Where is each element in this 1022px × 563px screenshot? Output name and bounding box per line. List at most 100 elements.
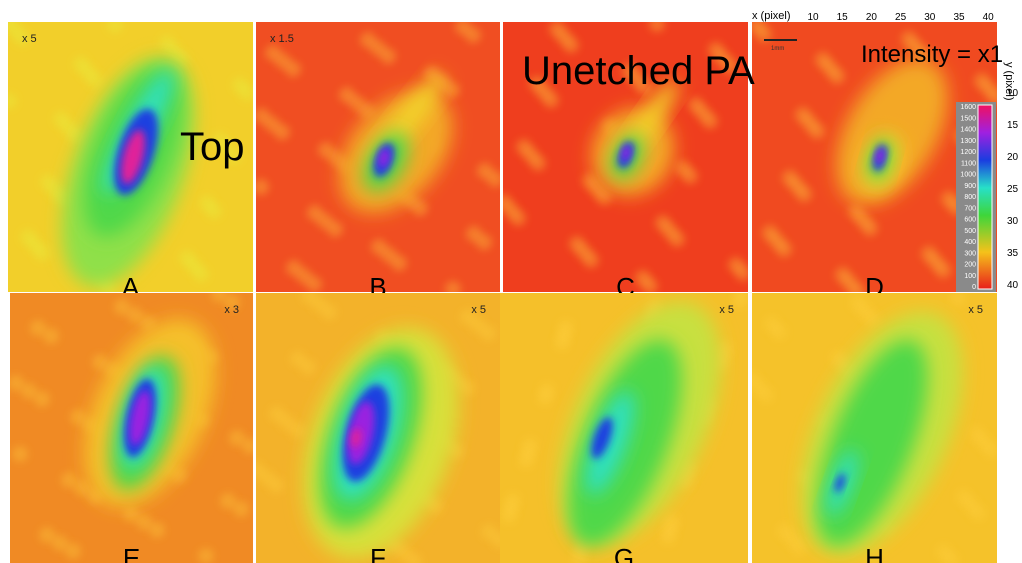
- colorbar-tick-label: 1000: [960, 172, 976, 179]
- x-tick-label: 10: [807, 12, 819, 23]
- noise-speck: [140, 315, 156, 331]
- noise-speck: [8, 93, 17, 109]
- noise-speck: [596, 189, 612, 205]
- noise-speck: [702, 113, 718, 129]
- heatmap-panel: [500, 293, 748, 563]
- noise-speck: [776, 241, 792, 257]
- heatmap-panel: [752, 293, 997, 563]
- noise-speck: [224, 294, 240, 310]
- y-axis-label: y (pixel): [1003, 62, 1015, 101]
- noise-speck: [756, 26, 772, 42]
- y-tick-label: 30: [1007, 216, 1019, 227]
- panel-label: F: [370, 543, 386, 563]
- noise-speck: [242, 438, 253, 454]
- noise-speck: [412, 200, 428, 216]
- noise-speck: [459, 380, 475, 396]
- colorbar-tick-label: 1600: [960, 104, 976, 111]
- y-tick-label: 35: [1007, 248, 1019, 259]
- noise-speck: [476, 234, 492, 250]
- colorbar-tick-label: 1300: [960, 138, 976, 145]
- scale-bar-label: 1mm: [771, 46, 784, 52]
- intensity-blob: [621, 145, 631, 161]
- y-tick-label: 10: [1007, 88, 1019, 99]
- noise-speck: [571, 550, 587, 563]
- noise-speck: [34, 391, 50, 407]
- y-tick-label: 15: [1007, 120, 1019, 131]
- colorbar-tick-label: 700: [964, 205, 976, 212]
- noise-speck: [65, 543, 81, 559]
- ticks: 10 15 20 25 30 35 40 10 15 20 25 30 35 40 1600 1500 1400…: [807, 12, 1018, 291]
- noise-speck: [327, 221, 343, 237]
- noise-speck: [732, 293, 748, 309]
- colorbar-tick-label: 200: [964, 262, 976, 269]
- intensity-blob: [834, 473, 846, 493]
- noise-speck: [915, 47, 931, 63]
- noise-speck: [289, 422, 305, 438]
- x-tick-label: 15: [837, 12, 849, 23]
- heatmap-panel: [8, 22, 253, 292]
- noise-speck: [239, 85, 253, 101]
- intensity-blob: [350, 428, 362, 448]
- noise-speck: [636, 79, 652, 95]
- colorbar-tick-label: 1100: [961, 160, 976, 167]
- noise-speck: [988, 89, 997, 105]
- noise-speck: [809, 123, 825, 139]
- noise-speck: [771, 324, 787, 340]
- intensity-note: Intensity = x1: [861, 41, 1003, 68]
- noise-speck: [123, 506, 139, 522]
- panel-label: G: [614, 543, 634, 563]
- noise-speck: [229, 430, 245, 446]
- noise-speck: [14, 30, 30, 46]
- noise-speck: [70, 409, 86, 425]
- panel-multiplier: x 5: [22, 33, 37, 45]
- noise-speck: [74, 480, 90, 496]
- noise-speck: [30, 320, 46, 336]
- x-tick-label: 20: [866, 12, 878, 23]
- noise-speck: [193, 266, 209, 282]
- noise-speck: [510, 210, 526, 226]
- noise-speck: [642, 278, 658, 292]
- noise-speck: [67, 127, 83, 143]
- panel-multiplier: x 5: [968, 304, 983, 316]
- noise-speck: [722, 58, 738, 74]
- colorbar-tick-label: 1200: [960, 149, 976, 156]
- noise-speck: [649, 22, 665, 32]
- panel-multiplier: x 5: [719, 304, 734, 316]
- noise-speck: [114, 299, 130, 315]
- intensity-blob: [129, 390, 151, 446]
- noise-speck: [501, 508, 517, 524]
- noise-speck: [211, 293, 227, 302]
- noise-speck: [391, 255, 407, 271]
- noise-speck: [758, 387, 774, 403]
- noise-speck: [427, 498, 443, 514]
- noise-speck: [39, 527, 55, 543]
- colorbar-tick-label: 500: [964, 228, 976, 235]
- x-tick-label: 30: [924, 12, 936, 23]
- noise-speck: [669, 231, 685, 247]
- noise-speck: [970, 505, 986, 521]
- noise-speck: [220, 493, 236, 509]
- noise-speck: [321, 304, 337, 320]
- noise-speck: [950, 293, 966, 306]
- heatmap-panel: [256, 22, 500, 292]
- noise-speck: [300, 359, 316, 375]
- intensity-blob: [585, 391, 635, 495]
- noise-speck: [149, 522, 165, 538]
- x-tick-label: 25: [895, 12, 907, 23]
- colorbar-tick-label: 1500: [960, 115, 976, 122]
- noise-speck: [583, 252, 599, 268]
- noise-speck: [198, 548, 214, 563]
- noise-speck: [43, 328, 59, 344]
- x-tick-label: 35: [953, 12, 965, 23]
- noise-speck: [530, 155, 546, 171]
- title: Unetched PA: [522, 49, 755, 93]
- heatmap-panel: [256, 293, 500, 563]
- noise-speck: [206, 203, 222, 219]
- noise-speck: [791, 539, 807, 555]
- panel-multiplier: x 1.5: [270, 33, 294, 45]
- noise-speck: [406, 553, 422, 563]
- noise-speck: [537, 390, 553, 406]
- noise-speck: [127, 307, 143, 323]
- noise-speck: [491, 532, 500, 548]
- panel-multiplier: x 5: [471, 304, 486, 316]
